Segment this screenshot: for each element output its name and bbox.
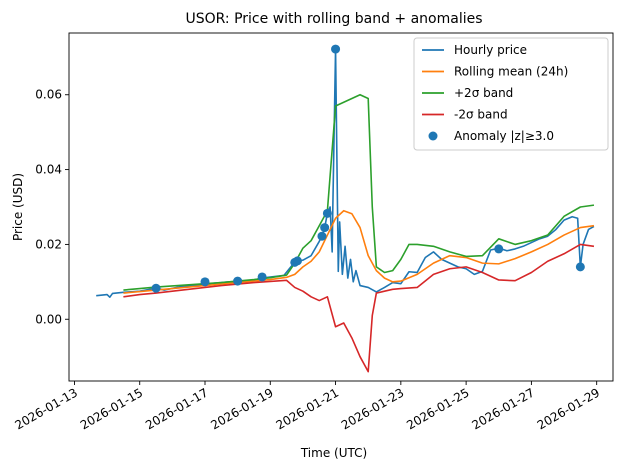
- legend-label: Anomaly |z|≥3.0: [454, 129, 554, 143]
- y-tick-label: 0.06: [35, 88, 62, 102]
- legend-label: +2σ band: [454, 86, 513, 100]
- y-tick-label: 0.04: [35, 163, 62, 177]
- x-tick-label: 2026-01-17: [143, 385, 210, 432]
- x-tick-label: 2026-01-27: [469, 385, 536, 432]
- series-line-rolling-mean-24h: [123, 209, 595, 294]
- legend: Hourly price Rolling mean (24h) +2σ band -2…: [413, 37, 609, 151]
- legend-label: Hourly price: [454, 43, 527, 57]
- anomaly-point: [322, 208, 332, 218]
- anomaly-point: [257, 272, 267, 282]
- x-tick-label: 2026-01-29: [535, 385, 602, 432]
- anomaly-point: [494, 244, 504, 254]
- anomaly-point: [575, 262, 585, 272]
- anomaly-point: [317, 231, 327, 241]
- y-axis-label: Price (USD): [11, 173, 25, 241]
- anomaly-point: [200, 277, 210, 287]
- series-line-2-band: [123, 243, 595, 373]
- anomaly-point: [320, 223, 330, 233]
- x-axis-label: Time (UTC): [300, 446, 367, 460]
- series-line-2-band: [123, 93, 595, 291]
- y-tick-label: 0.00: [35, 312, 62, 326]
- x-tick-label: 2026-01-13: [13, 385, 80, 432]
- series-group: [96, 44, 595, 373]
- x-tick-label: 2026-01-19: [208, 385, 275, 432]
- anomaly-point: [292, 256, 302, 266]
- plot-frame: [68, 32, 614, 382]
- chart-title: USOR: Price with rolling band + anomalie…: [185, 11, 482, 27]
- x-tick-label: 2026-01-21: [274, 385, 341, 432]
- legend-label: Rolling mean (24h): [454, 65, 568, 79]
- x-tick-label: 2026-01-23: [339, 385, 406, 432]
- y-tick-label: 0.02: [35, 237, 62, 251]
- anomaly-point: [233, 276, 243, 286]
- legend-box: [413, 37, 609, 151]
- y-axis: 0.00 0.02 0.04 0.06: [35, 88, 69, 326]
- anomaly-point: [331, 44, 341, 54]
- legend-swatch: [428, 131, 438, 141]
- x-axis: 2026-01-132026-01-152026-01-172026-01-19…: [13, 381, 602, 432]
- x-tick-label: 2026-01-25: [404, 385, 471, 432]
- legend-label: -2σ band: [454, 108, 508, 122]
- anomaly-point: [151, 283, 161, 293]
- x-tick-label: 2026-01-15: [78, 385, 145, 432]
- plot-area: [68, 32, 614, 382]
